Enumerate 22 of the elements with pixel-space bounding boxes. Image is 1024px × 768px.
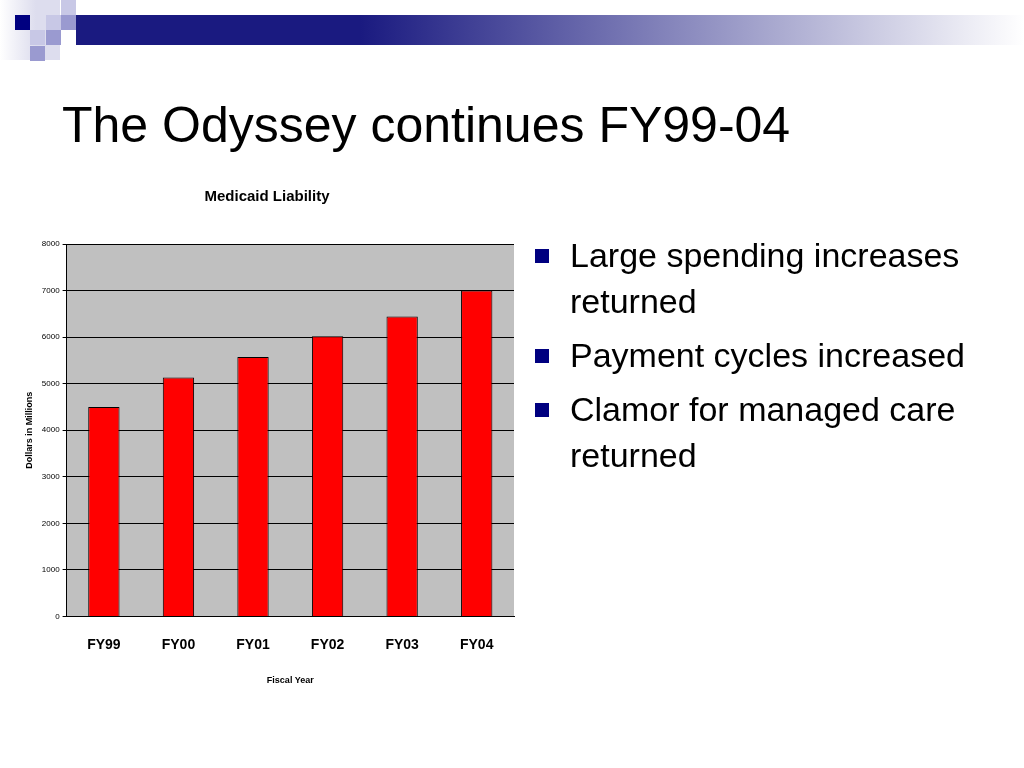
x-tick-label: FY01: [236, 635, 270, 652]
y-tick-label: 2000: [41, 518, 61, 528]
x-tick-label: FY99: [87, 635, 121, 652]
y-axis-title: Dollars in Millions: [23, 391, 34, 469]
y-tick-label: 8000: [41, 239, 61, 249]
y-tick-label: 1000: [41, 565, 61, 575]
text: Large spending increases returned: [570, 236, 960, 320]
chart-subtitle: Medicaid Liability: [204, 187, 331, 205]
y-tick-label: 4000: [41, 425, 61, 435]
x-tick-label: FY02: [310, 635, 345, 652]
chart-title: The Odyssey continues FY99-04: [62, 96, 791, 154]
y-tick-label: 3000: [41, 471, 61, 481]
y-tick-label: 0: [55, 611, 61, 621]
text: Clamor for managed care returned: [570, 390, 956, 474]
x-tick-label: FY04: [459, 635, 494, 652]
text: Payment cycles increased: [570, 336, 965, 374]
x-tick-label: FY00: [161, 635, 196, 652]
y-tick-label: 6000: [41, 332, 61, 342]
y-tick-label: 5000: [41, 378, 61, 388]
x-axis-title: Fiscal Year: [266, 675, 315, 686]
x-tick-label: FY03: [385, 635, 420, 652]
y-tick-label: 7000: [41, 285, 61, 295]
